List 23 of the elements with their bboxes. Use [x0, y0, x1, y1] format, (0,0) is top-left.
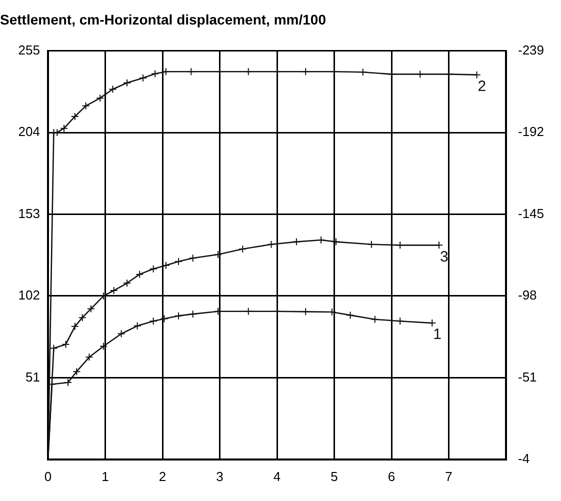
- series-label: 1: [433, 326, 442, 344]
- y2-tick-label: -239: [518, 42, 544, 58]
- chart-title: Settlement, cm-Horizontal displacement, mm/100: [0, 11, 326, 28]
- y-tick-label: 153: [18, 206, 40, 221]
- x-tick-label: 5: [330, 468, 338, 484]
- series-label: 3: [440, 248, 448, 266]
- y-tick-label: 204: [18, 124, 40, 140]
- x-tick-label: 0: [44, 468, 52, 484]
- x-tick-label: 6: [388, 468, 396, 484]
- y2-tick-label: -4: [518, 450, 530, 466]
- y2-tick-label: -51: [518, 369, 537, 384]
- y-tick-label: 102: [18, 288, 40, 303]
- x-tick-label: 2: [158, 468, 166, 484]
- y-tick-label: 51: [26, 369, 40, 384]
- y2-tick-label: -192: [518, 124, 544, 140]
- x-tick-label: 7: [445, 468, 452, 484]
- x-tick-label: 3: [216, 468, 224, 484]
- y-tick-label: 255: [18, 42, 40, 58]
- x-tick-label: 1: [102, 468, 109, 484]
- y2-tick-label: -145: [518, 206, 544, 221]
- series-label: 2: [478, 78, 486, 95]
- y2-tick-label: -98: [518, 288, 537, 303]
- x-tick-label: 4: [273, 468, 281, 484]
